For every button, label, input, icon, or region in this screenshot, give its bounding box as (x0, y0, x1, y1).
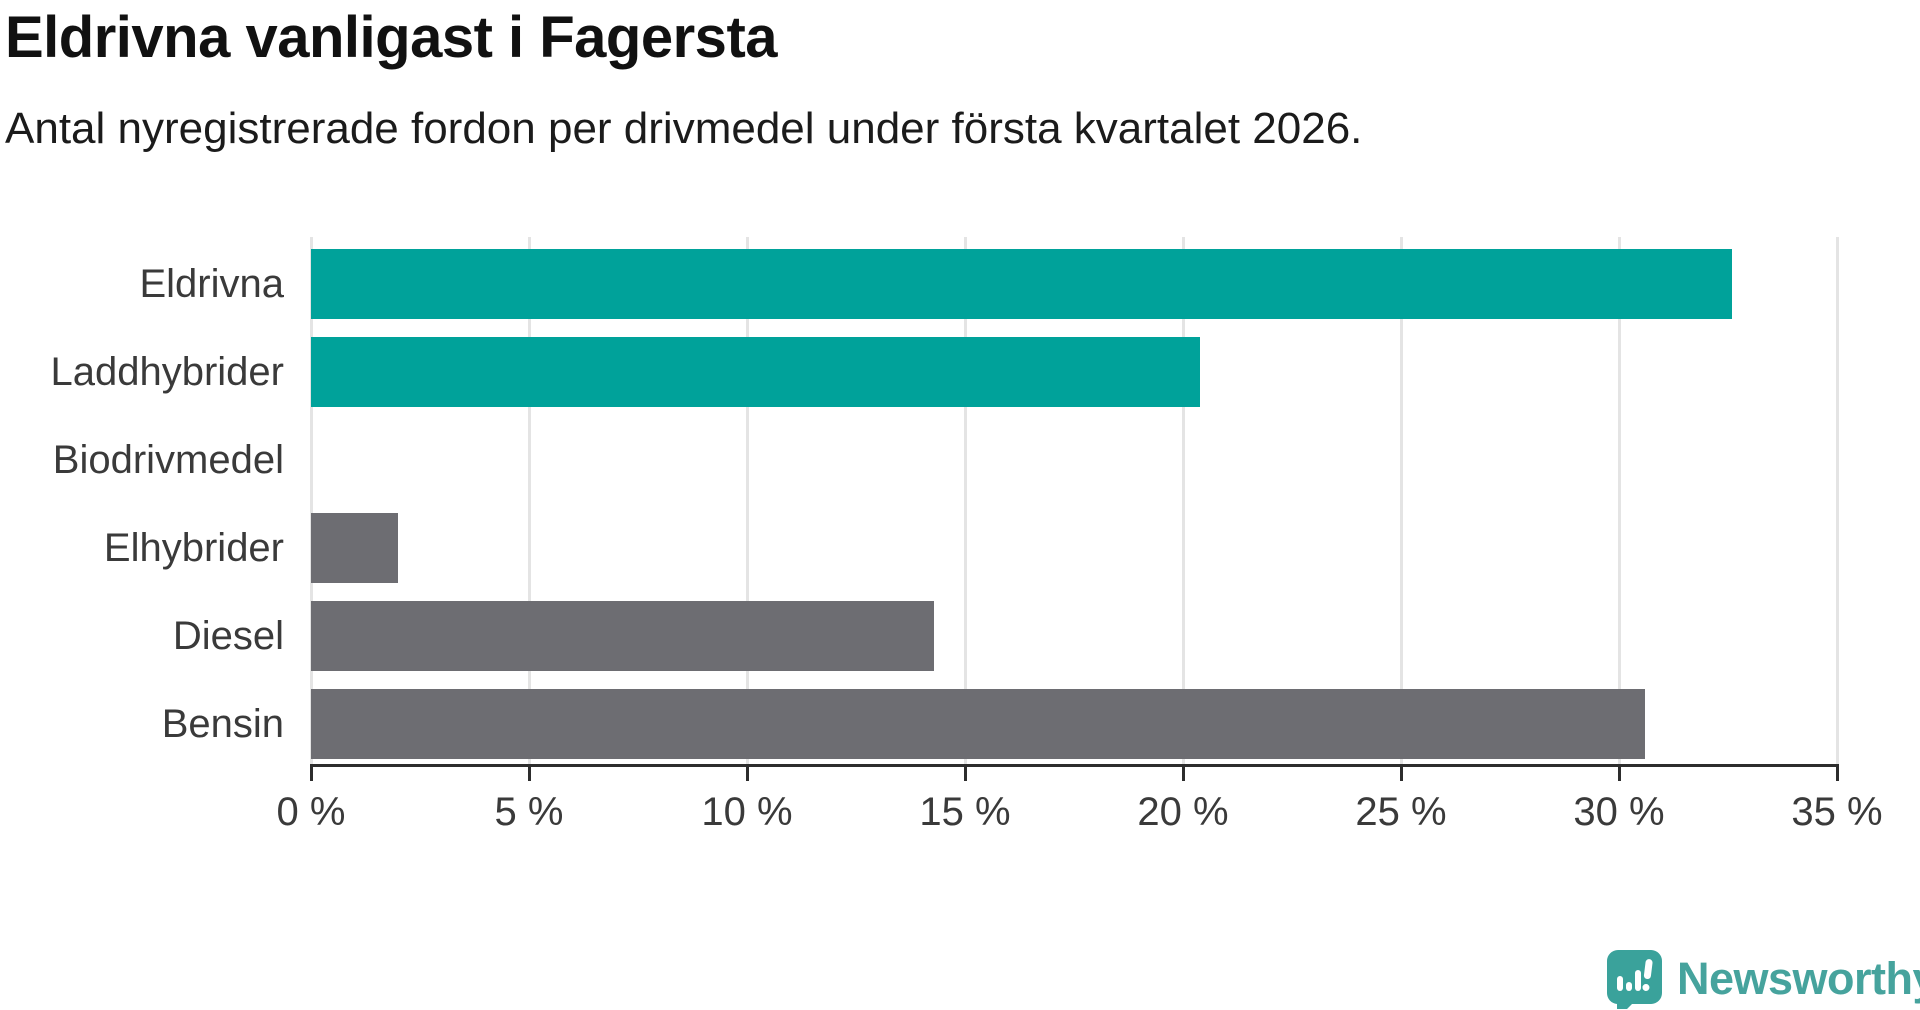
category-label: Laddhybrider (50, 349, 285, 394)
category-label: Biodrivmedel (52, 437, 284, 482)
category-label: Eldrivna (139, 261, 284, 306)
chart-subtitle: Antal nyregistrerade fordon per drivmede… (5, 104, 1363, 153)
bar (311, 689, 1646, 759)
x-axis-tick-label: 0 % (276, 790, 346, 834)
category-label: Elhybrider (103, 525, 284, 570)
gridline-30 (1617, 237, 1621, 764)
gridline-25 (1399, 237, 1403, 764)
x-axis-tick (309, 764, 313, 781)
x-axis-tick-label: 10 % (701, 790, 793, 834)
gridline-15 (963, 237, 967, 764)
x-axis-tick (1617, 764, 1621, 781)
newsworthy-logo-text: Newsworthy (1677, 953, 1920, 1004)
x-axis-tick (963, 764, 967, 781)
x-axis-tick-label: 25 % (1355, 790, 1447, 834)
gridline-10 (745, 237, 749, 764)
x-axis-tick (1181, 764, 1185, 781)
x-axis-line (309, 764, 1839, 767)
x-axis-tick-label: 15 % (919, 790, 1011, 834)
bar (311, 513, 399, 583)
x-axis-tick (527, 764, 531, 781)
x-axis-tick-label: 30 % (1573, 790, 1665, 834)
gridline-5 (527, 237, 531, 764)
newsworthy-speech-bubble-chart-icon (1606, 950, 1662, 1009)
x-axis-tick (1835, 764, 1839, 781)
chart-title: Eldrivna vanligast i Fagersta (5, 5, 778, 70)
bar (311, 601, 935, 671)
category-label: Diesel (172, 613, 284, 658)
x-axis-tick-label: 35 % (1791, 790, 1883, 834)
x-axis-tick (745, 764, 749, 781)
category-label: Bensin (161, 701, 284, 746)
gridline-0 (309, 237, 313, 764)
x-axis-tick-label: 5 % (494, 790, 564, 834)
gridline-20 (1181, 237, 1185, 764)
bar (311, 337, 1201, 407)
newsworthy-logo: Newsworthy (1606, 948, 1920, 1010)
x-axis-tick (1399, 764, 1403, 781)
gridline-35 (1835, 237, 1839, 764)
bar (311, 249, 1733, 319)
x-axis-tick-label: 20 % (1137, 790, 1229, 834)
